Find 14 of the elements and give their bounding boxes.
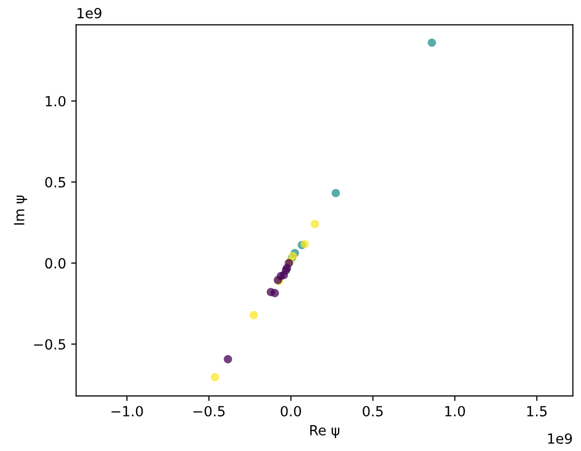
x-tick-label: 1.0 [445, 406, 465, 416]
x-tick-label: 0.5 [362, 406, 383, 416]
y-tick-label: 0.5 [45, 176, 66, 188]
y-tick-label: 0.0 [45, 258, 66, 269]
x-tick-label: 1.5 [527, 406, 547, 416]
x-tick-label: −0.5 [194, 406, 225, 416]
y-axis-title: Im ψ [14, 196, 28, 225]
x-tick-label: −1.0 [112, 406, 143, 416]
text: 1e9 [548, 433, 572, 444]
x-tick-label: 0.0 [280, 406, 301, 416]
text: 1e9 [78, 8, 102, 18]
y-tick-label: 1.0 [46, 96, 66, 106]
y-tick-label: −0.5 [34, 339, 66, 350]
x-axis-title: Re ψ [310, 425, 340, 438]
